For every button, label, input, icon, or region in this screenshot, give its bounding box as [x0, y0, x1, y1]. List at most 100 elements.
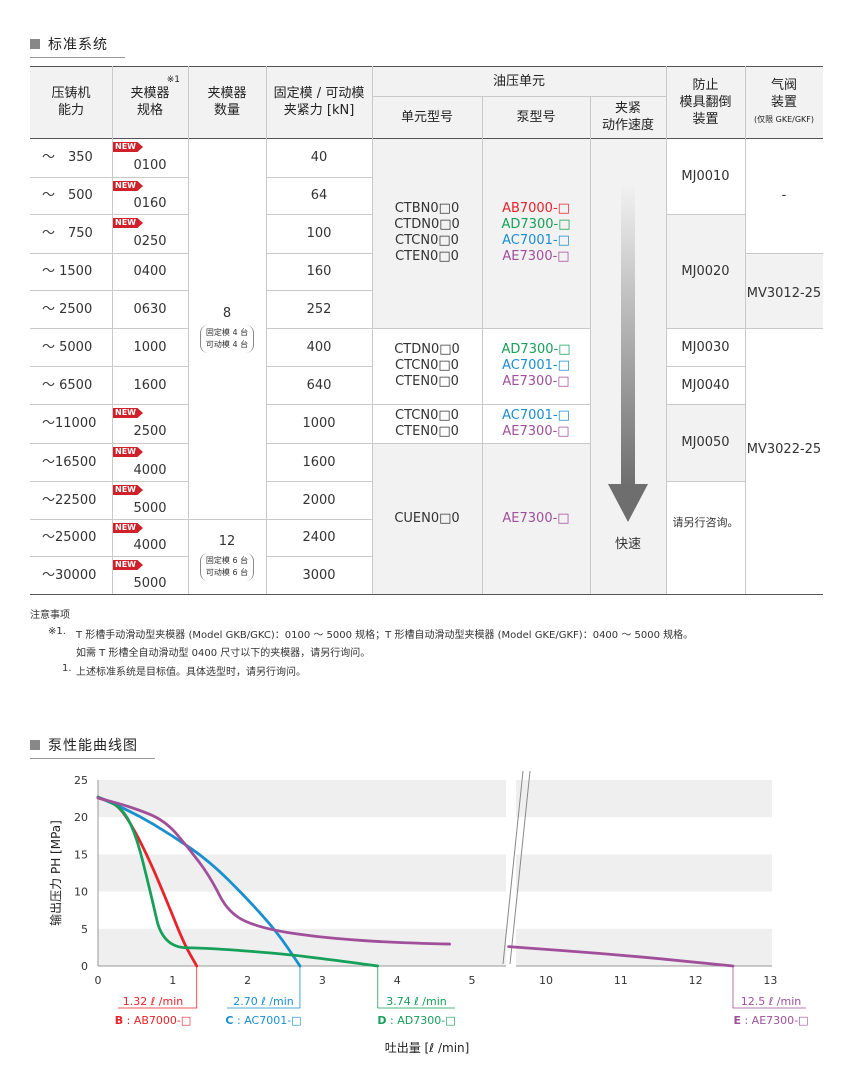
clamp-spec-value: 5000	[133, 575, 167, 591]
y-tick-label: 25	[74, 774, 88, 787]
anti-flip-cell: 请另行咨询。	[666, 481, 745, 594]
clamp-force-value: 252	[306, 301, 332, 317]
series-name-label: C : AC7001-□	[225, 1014, 301, 1027]
capacity-value: ～ 350	[42, 150, 93, 165]
anti-flip-cell: MJ0020	[666, 214, 745, 328]
flow-label: 3.74 ℓ /min	[386, 995, 447, 1008]
y-tick-label: 10	[74, 886, 88, 899]
series-name-label: B : AB7000-□	[115, 1014, 192, 1027]
clamp-force-value: 100	[306, 226, 332, 241]
header-clamp-force: 固定模 / 可动模 夹紧力 [kN]	[266, 66, 372, 138]
clamp-spec-cell: 1600	[112, 366, 188, 404]
clamp-force-value: 2400	[302, 530, 336, 545]
clamp-force-value: 40	[310, 150, 328, 165]
clamp-force-cell: 100	[266, 214, 372, 253]
air-valve-value: MV3022-25	[746, 441, 822, 457]
x-tick-label: 3	[319, 974, 326, 987]
new-badge: NEW	[112, 181, 143, 191]
clamp-count-cell: 8 固定模 4 台 可动模 4 台	[188, 138, 266, 519]
capacity-cell: ～22500	[30, 481, 112, 519]
anti-flip-value: MJ0020	[681, 263, 730, 279]
capacity-value: ～16500	[42, 454, 97, 470]
clamp-force-cell: 400	[266, 328, 372, 366]
unit-model-value: CTBN0□0 CTDN0□0 CTCN0□0 CTEN0□0	[394, 201, 460, 264]
clamp-spec-value: 0630	[133, 301, 167, 317]
clamp-spec-cell: 1000	[112, 328, 188, 366]
capacity-cell: ～ 350	[30, 138, 112, 177]
pump-model-value: AC7001-□	[502, 358, 570, 373]
header-label: 气阀 装置	[770, 77, 797, 110]
header-label: 夹模器 规格	[130, 86, 170, 118]
capacity-cell: ～ 6500	[30, 366, 112, 404]
x-tick-label: 2	[244, 974, 251, 987]
x-axis-label: 吐出量 [ℓ /min]	[385, 1041, 470, 1055]
x-tick-label: 0	[95, 974, 102, 987]
unit-model-cell: CTCN0□0 CTEN0□0	[372, 404, 482, 443]
clamp-spec-value: 1000	[133, 339, 167, 355]
capacity-cell: ～ 750	[30, 214, 112, 253]
anti-flip-value: 请另行咨询。	[672, 516, 739, 529]
pump-model-cell: AE7300-□	[482, 443, 590, 594]
clamp-force-value: 400	[306, 339, 332, 355]
clamp-spec-cell: NEW 5000	[112, 556, 188, 594]
clamp-force-value: 3000	[302, 567, 336, 583]
capacity-cell: ～11000	[30, 404, 112, 443]
capacity-value: ～ 750	[42, 226, 93, 241]
clamp-spec-cell: NEW 4000	[112, 443, 188, 481]
clamp-spec-cell: NEW 0100	[112, 138, 188, 177]
pump-model-value: AD7300-□	[501, 342, 571, 357]
new-badge: NEW	[112, 485, 143, 495]
pump-model-value: AE7300-□	[502, 249, 570, 264]
pump-model-value: AE7300-□	[502, 374, 570, 389]
header-capacity: 压铸机 能力	[30, 66, 112, 138]
anti-flip-cell: MJ0030	[666, 328, 745, 366]
note-1-mark: ※1.	[48, 626, 66, 637]
header-clamp-count: 夹模器 数量	[188, 66, 266, 138]
pump-model-value: AD7300-□	[501, 217, 571, 232]
grid-band	[98, 780, 772, 818]
capacity-cell: ～25000	[30, 519, 112, 556]
footnote-mark: ※1	[166, 75, 180, 85]
x-tick-label: 5	[469, 974, 476, 987]
x-tick-label: 10	[539, 974, 553, 987]
flow-leader-line	[377, 966, 455, 1009]
pump-model-value: AC7001-□	[502, 407, 570, 423]
header-sublabel: (仅限 GKE/GKF)	[753, 114, 815, 124]
air-valve-value: -	[781, 188, 787, 203]
capacity-cell: ～ 5000	[30, 328, 112, 366]
note-1: T 形槽手动滑动型夹模器 (Model GKB/GKC)：0100 ～ 5000…	[76, 630, 694, 641]
clamp-spec-cell: NEW 2500	[112, 404, 188, 443]
section-pump-curve: 泵性能曲线图	[30, 735, 155, 759]
clamp-spec-cell: NEW 0160	[112, 177, 188, 214]
capacity-cell: ～ 500	[30, 177, 112, 214]
speed-arrow-icon	[608, 184, 648, 522]
clamp-force-value: 1600	[302, 454, 336, 470]
clamp-spec-value: 2500	[133, 424, 167, 439]
capacity-cell: ～ 2500	[30, 290, 112, 328]
clamp-force-cell: 2000	[266, 481, 372, 519]
clamp-force-cell: 640	[266, 366, 372, 404]
header-unit-model: 单元型号	[372, 96, 482, 138]
unit-model-cell: CUEN0□0	[372, 443, 482, 594]
clamp-spec-cell: NEW 5000	[112, 481, 188, 519]
new-badge: NEW	[112, 142, 143, 152]
air-valve-cell: MV3022-25	[745, 328, 823, 594]
pump-model-value: AE7300-□	[502, 423, 570, 439]
header-pump-model: 泵型号	[482, 96, 590, 138]
clamp-force-cell: 252	[266, 290, 372, 328]
y-tick-label: 0	[81, 960, 88, 973]
flow-leader-line	[732, 966, 806, 1009]
clamp-force-cell: 2400	[266, 519, 372, 556]
unit-model-value: CUEN0□0	[394, 510, 460, 526]
header-anti-flip: 防止 模具翻倒 装置	[666, 66, 745, 138]
clamp-force-cell: 1600	[266, 443, 372, 481]
section-standard-system: 标准系统	[30, 34, 125, 58]
flow-leader-line	[227, 966, 301, 1009]
x-tick-label: 1	[169, 974, 176, 987]
series-line-green	[96, 795, 380, 968]
pump-model-cell: AD7300-□ AC7001-□ AE7300-□	[482, 328, 590, 404]
x-tick-label: 11	[614, 974, 628, 987]
clamp-spec-cell: 0630	[112, 290, 188, 328]
new-badge: NEW	[112, 560, 143, 570]
clamp-count-detail: 固定模 4 台 可动模 4 台	[199, 324, 255, 353]
